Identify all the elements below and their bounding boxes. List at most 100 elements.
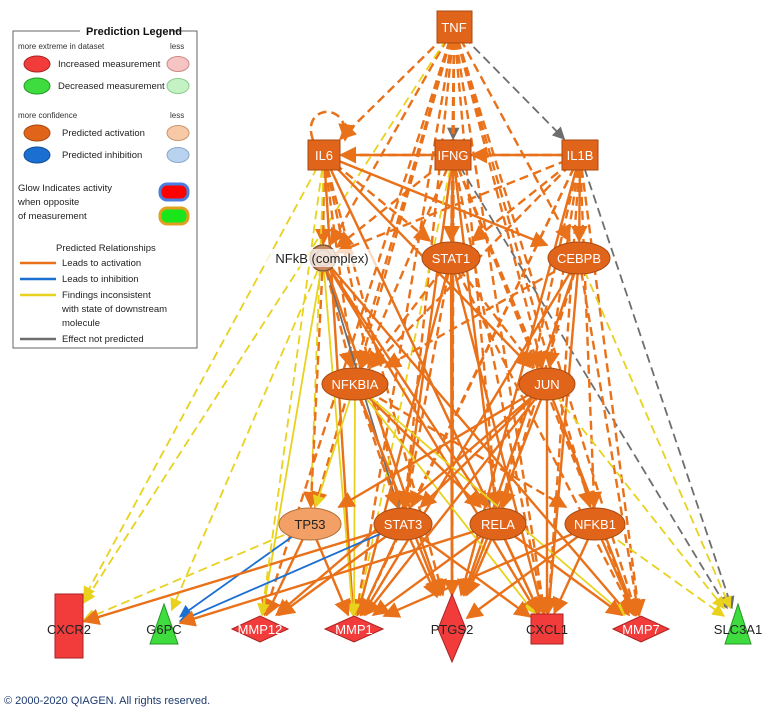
edge-nfkb-rela — [321, 257, 488, 509]
legend-less-1: less — [170, 42, 184, 51]
node-slc3a1[interactable]: SLC3A1 — [714, 602, 762, 645]
node-cxcl1[interactable]: CXCL1 — [526, 613, 568, 645]
edge-il6-mmp12 — [257, 154, 325, 617]
edge-tnf-cxcr2 — [83, 26, 455, 604]
edge-jun-stat3 — [419, 383, 548, 509]
edge-cebpb-ptgs2 — [460, 257, 581, 597]
node-rela-label: RELA — [481, 517, 515, 532]
edge-stat3-cxcl1 — [402, 523, 532, 618]
il6-self-loop — [309, 110, 356, 142]
prediction-legend: Prediction Legend more extreme in datase… — [12, 24, 198, 349]
edge-tnf-il1b — [453, 26, 566, 140]
legend-less-2: less — [170, 111, 184, 120]
edge-nfkbia-rela — [354, 383, 482, 509]
node-ptgs2[interactable]: PTGS2 — [431, 592, 474, 664]
node-tnf[interactable]: TNF — [436, 10, 473, 44]
edge-cebpb-cxcl1 — [541, 257, 581, 615]
edge-tp53-g6pc — [178, 523, 311, 618]
edge-nfkb-mmp7 — [322, 257, 631, 617]
node-mmp7[interactable]: MMP7 — [611, 615, 671, 643]
edge-il6-stat3 — [322, 154, 405, 509]
node-cebpb-label: CEBPB — [557, 251, 601, 266]
legend-rel-inhibition: Leads to inhibition — [62, 274, 139, 285]
edge-jun-slc3a1 — [546, 383, 725, 610]
node-g6pc[interactable]: G6PC — [146, 602, 182, 645]
node-nfkbia[interactable]: NFKBIA — [321, 367, 389, 401]
legend-rel-title: Predicted Relationships — [56, 243, 156, 254]
edge-nfkbia-ptgs2 — [353, 383, 441, 597]
node-stat3[interactable]: STAT3 — [373, 507, 433, 541]
edge-tp53-cxcr2 — [82, 523, 311, 622]
node-cebpb[interactable]: CEBPB — [547, 241, 611, 275]
node-stat1-label: STAT1 — [432, 251, 471, 266]
node-mmp1[interactable]: MMP1 — [323, 615, 385, 643]
node-jun[interactable]: JUN — [518, 367, 576, 401]
legend-increased: Increased measurement — [58, 59, 161, 70]
node-cxcr2-label: CXCR2 — [47, 622, 91, 637]
edge-jun-mmp12 — [275, 383, 548, 617]
edge-il6-tp53 — [304, 154, 325, 509]
legend-more-confidence: more confidence — [18, 111, 78, 120]
node-il6-label: IL6 — [315, 148, 333, 163]
node-rela[interactable]: RELA — [469, 507, 527, 541]
node-tp53-label: TP53 — [294, 517, 325, 532]
edge-stat1-stat3 — [400, 257, 453, 509]
edge-nfkb1-slc3a1 — [594, 523, 726, 617]
node-tp53[interactable]: TP53 — [278, 507, 342, 541]
legend-glow-3: of measurement — [18, 211, 87, 222]
node-mmp7-label: MMP7 — [622, 622, 660, 637]
edge-nfkb-ptgs2 — [321, 257, 444, 597]
edge-tnf-mmp7 — [452, 26, 641, 617]
edge-il1b-jun — [543, 154, 582, 369]
edge-cebpb-nfkbia — [383, 256, 580, 369]
legend-pred-inhibition: Predicted inhibition — [62, 150, 142, 161]
node-il6[interactable]: IL6 — [307, 139, 341, 171]
edge-rela-mmp7 — [497, 523, 624, 616]
legend-rel-activation: Leads to activation — [62, 258, 141, 269]
node-tnf-label: TNF — [441, 20, 466, 35]
edge-ifng-nfkb — [335, 154, 454, 248]
node-nfkb-complex[interactable]: NFkB (complex) — [266, 244, 378, 272]
node-mmp1-label: MMP1 — [335, 622, 373, 637]
legend-rel-not-predicted: Effect not predicted — [62, 334, 144, 345]
edge-tnf-jun — [452, 26, 547, 369]
edge-jun-ptgs2 — [462, 383, 549, 597]
edge-nfkb-mmp12 — [258, 257, 324, 617]
legend-rel-inconsistent-1: Findings inconsistent — [62, 290, 151, 301]
edge-jun-tp53 — [337, 382, 548, 509]
edge-nfkb-cxcl1 — [321, 257, 539, 615]
node-nfkb1-label: NFKB1 — [574, 517, 616, 532]
edge-il1b-mmp7 — [578, 154, 646, 617]
node-cxcr2[interactable]: CXCR2 — [47, 593, 91, 659]
node-mmp12[interactable]: MMP12 — [230, 615, 290, 643]
edge-nfkbia-cxcl1 — [354, 383, 536, 614]
node-nfkb1[interactable]: NFKB1 — [564, 507, 626, 541]
copyright-notice: © 2000-2020 QIAGEN. All rights reserved. — [4, 695, 211, 707]
edge-stat1-jun — [450, 257, 536, 369]
edge-ifng-slc3a1 — [452, 154, 728, 610]
edge-tnf-cebpb — [452, 26, 571, 243]
edge-nfkb1-mmp1 — [382, 522, 596, 618]
node-ifng[interactable]: IFNG — [434, 139, 472, 171]
edge-cebpb-mmp7 — [577, 257, 645, 617]
node-stat1[interactable]: STAT1 — [421, 241, 481, 275]
node-nfkb-label: NFkB (complex) — [275, 251, 368, 266]
node-jun-label: JUN — [534, 377, 559, 392]
node-nfkbia-label: NFKBIA — [332, 377, 379, 392]
edge-jun-mmp7 — [545, 383, 639, 617]
edge-stat3-g6pc — [178, 523, 404, 623]
node-ifng-label: IFNG — [437, 148, 468, 163]
edge-ifng-jun — [451, 154, 543, 369]
edge-ifng-nfkbia — [360, 154, 455, 369]
legend-glow-1: Glow Indicates activity — [18, 183, 112, 194]
edge-stat1-mmp7 — [449, 257, 635, 617]
edge-tnf-il6 — [339, 26, 455, 141]
node-il1b[interactable]: IL1B — [561, 139, 599, 171]
edge-layer — [82, 26, 735, 627]
edge-nfkb-g6pc — [170, 257, 324, 612]
edge-stat1-mmp1 — [353, 257, 453, 617]
edge-nfkbia-mmp1 — [347, 383, 361, 617]
node-stat3-label: STAT3 — [384, 517, 423, 532]
node-cxcl1-label: CXCL1 — [526, 622, 568, 637]
edge-stat3-mmp12 — [277, 523, 404, 616]
